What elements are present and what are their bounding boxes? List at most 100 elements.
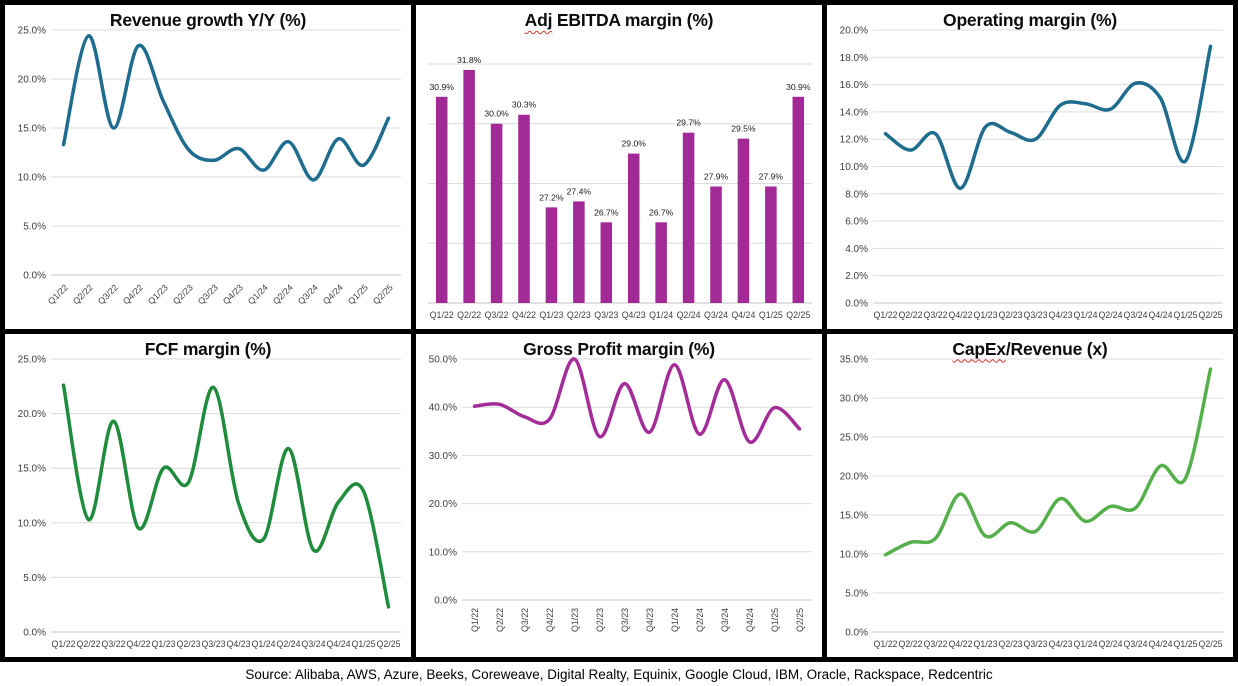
y-axis-label: 20.0% — [840, 26, 868, 37]
x-axis-label: Q3/24 — [1124, 639, 1148, 649]
x-axis-label: Q3/24 — [302, 639, 326, 649]
x-axis-label: Q4/23 — [645, 607, 655, 631]
y-axis-label: 10.0% — [840, 162, 868, 173]
x-axis-label: Q4/24 — [327, 639, 351, 649]
x-axis-label: Q1/22 — [874, 639, 898, 649]
x-axis-label: Q2/23 — [999, 639, 1023, 649]
bar — [627, 153, 640, 303]
bar-data-label: 29.7% — [676, 118, 701, 128]
x-axis-label: Q4/22 — [121, 282, 145, 306]
x-axis-label: Q3/23 — [196, 282, 220, 306]
chart-svg: 0.0% 10.0% 20.0% 30.0% 40.0% 50.0% Q1/22 Q2/22 Q… — [429, 354, 812, 631]
y-axis-label: 35.0% — [840, 354, 868, 365]
bar — [737, 138, 750, 303]
line-path — [883, 366, 1213, 557]
line-path — [472, 356, 802, 444]
x-axis-label: Q2/23 — [567, 310, 591, 320]
x-axis-label: Q3/22 — [520, 607, 530, 631]
bar-data-label: 30.0% — [484, 109, 509, 119]
x-axis-label: Q1/25 — [1174, 310, 1198, 320]
x-axis-label: Q2/22 — [77, 639, 101, 649]
x-axis-label: Q1/25 — [352, 639, 376, 649]
y-axis-label: 6.0% — [845, 217, 868, 228]
x-axis-label: Q2/22 — [495, 607, 505, 631]
y-axis-label: 40.0% — [429, 402, 457, 413]
panel-capex-revenue: CapEx/Revenue (x) 0.0% 5.0% 10.0% 15.0% 20.0… — [827, 333, 1233, 658]
y-axis-label: 5.0% — [845, 588, 868, 599]
x-axis-label: Q2/25 — [1199, 310, 1223, 320]
bar-data-label: 30.9% — [786, 82, 811, 92]
y-axis-label: 0.0% — [434, 595, 457, 606]
bar-data-label: 29.5% — [731, 124, 756, 134]
x-axis-label: Q2/25 — [371, 282, 395, 306]
x-axis-label: Q2/25 — [1199, 639, 1223, 649]
x-axis-label: Q1/22 — [470, 607, 480, 631]
x-axis-label: Q1/23 — [146, 282, 170, 306]
x-axis-label: Q1/25 — [346, 282, 370, 306]
x-axis-label: Q4/22 — [545, 607, 555, 631]
x-axis-label: Q4/23 — [221, 282, 245, 306]
x-axis-label: Q1/22 — [430, 310, 454, 320]
x-axis-label: Q3/22 — [924, 310, 948, 320]
y-axis-label: 15.0% — [840, 510, 868, 521]
x-axis-label: Q2/22 — [899, 310, 923, 320]
x-axis-label: Q3/23 — [594, 310, 618, 320]
x-axis-label: Q2/24 — [1099, 639, 1123, 649]
y-axis-label: 20.0% — [18, 409, 46, 420]
bar — [710, 186, 722, 303]
x-axis-label: Q2/23 — [595, 607, 605, 631]
y-axis-label: 20.0% — [840, 471, 868, 482]
chart-canvas-capex-revenue: 0.0% 5.0% 10.0% 15.0% 20.0% 25.0% 30.0% 35.0% Q1… — [827, 334, 1233, 658]
y-axis-label: 30.0% — [429, 450, 457, 461]
x-axis-label: Q1/23 — [570, 607, 580, 631]
panel-gross-profit-margin: Gross Profit margin (%) 0.0% 10.0% 20.0% 30… — [416, 333, 822, 657]
y-axis-label: 10.0% — [840, 549, 868, 560]
x-axis-label: Q2/22 — [71, 282, 95, 306]
bar — [518, 114, 530, 304]
x-axis-label: Q1/24 — [1074, 639, 1098, 649]
y-axis-label: 25.0% — [18, 354, 46, 365]
footer: Source: Alibaba, AWS, Azure, Beeks, Core… — [0, 662, 1238, 686]
x-axis-label: Q1/25 — [770, 607, 780, 631]
x-axis-label: Q4/24 — [321, 282, 345, 306]
x-axis-label: Q4/22 — [512, 310, 536, 320]
x-axis-label: Q2/23 — [177, 639, 201, 649]
x-axis-label: Q1/24 — [649, 310, 673, 320]
chart-canvas-adj-ebitda-margin: Q1/22 Q2/22 Q3/22 Q4/22 Q1/23 Q2/23 Q3/23 Q4/23… — [416, 5, 822, 329]
x-axis-label: Q3/22 — [102, 639, 126, 649]
y-axis-label: 15.0% — [18, 124, 46, 135]
x-axis-label: Q2/23 — [999, 310, 1023, 320]
x-axis-label: Q3/24 — [296, 282, 320, 306]
x-axis-label: Q3/23 — [202, 639, 226, 649]
x-axis-label: Q4/23 — [1049, 310, 1073, 320]
bar-data-label: 27.9% — [759, 171, 784, 181]
x-axis-label: Q1/22 — [52, 639, 76, 649]
x-axis-label: Q1/25 — [1174, 639, 1198, 649]
x-axis-label: Q2/25 — [795, 607, 805, 631]
chart-svg: 0.0%5.0%10.0%15.0%20.0%25.0%Q1/22 Q2/22 Q3… — [18, 354, 401, 649]
line-path — [61, 382, 391, 609]
x-axis-label: Q1/25 — [759, 310, 783, 320]
bar — [573, 201, 585, 303]
x-axis-label: Q4/22 — [949, 639, 973, 649]
y-axis-label: 15.0% — [18, 463, 46, 474]
y-axis-label: 0.0% — [23, 271, 46, 282]
bar-data-label: 26.7% — [649, 207, 674, 217]
y-axis-label: 0.0% — [845, 299, 868, 310]
x-axis-label: Q1/24 — [252, 639, 276, 649]
bar — [600, 222, 613, 303]
x-axis-label: Q2/25 — [786, 310, 810, 320]
x-axis-label: Q3/22 — [924, 639, 948, 649]
bar — [463, 69, 475, 303]
x-axis-label: Q4/23 — [1049, 639, 1073, 649]
line-path — [883, 44, 1213, 191]
bar-data-label: 30.3% — [512, 100, 537, 110]
bar — [655, 222, 667, 303]
x-axis-label: Q2/24 — [1099, 310, 1123, 320]
bar-data-label: 31.8% — [457, 55, 482, 65]
x-axis-label: Q4/23 — [227, 639, 251, 649]
y-axis-label: 30.0% — [840, 393, 868, 404]
chart-canvas-fcf-margin: 0.0% 5.0% 10.0% 15.0% 20.0% 25.0% Q1/22 Q2/22 Q3… — [5, 334, 411, 658]
bar — [545, 207, 558, 303]
